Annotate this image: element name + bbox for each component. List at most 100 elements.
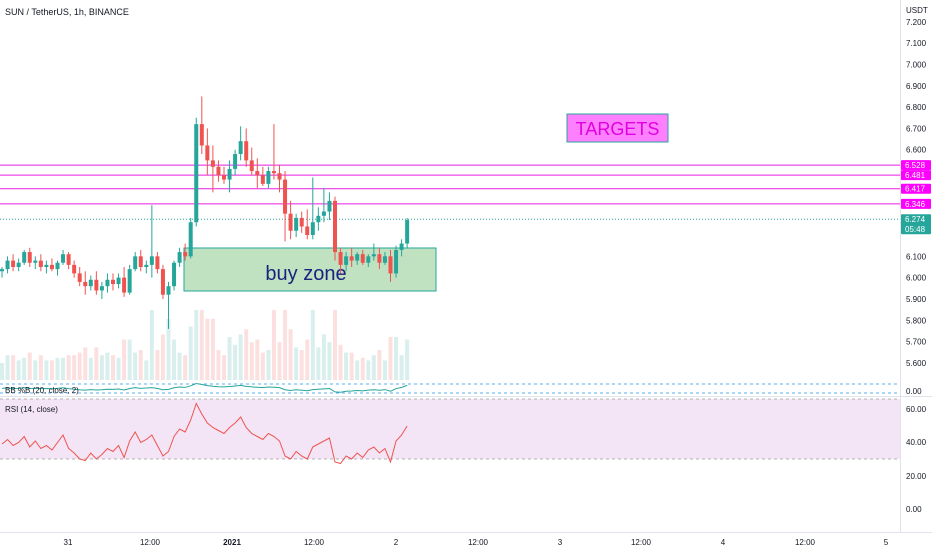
candle-body	[61, 254, 66, 263]
volume-bar	[199, 310, 204, 380]
candle-body	[149, 256, 154, 265]
volume-bar	[305, 339, 310, 380]
volume-bar	[377, 350, 382, 380]
volume-bar	[244, 329, 249, 380]
volume-bar	[177, 352, 182, 380]
volume-bar	[388, 337, 393, 380]
volume-bar	[405, 339, 410, 380]
candle	[99, 281, 104, 299]
candle	[305, 209, 310, 240]
candle-body	[288, 213, 293, 231]
volume-bar	[371, 355, 376, 380]
bbp-indicator-label[interactable]: BB %B (20, close, 2)	[5, 386, 79, 395]
volume-bars	[0, 310, 410, 380]
symbol-title[interactable]: SUN / TetherUS, 1h, BINANCE	[5, 7, 129, 17]
rsi-series-line	[1, 402, 408, 465]
volume-bar	[321, 334, 326, 380]
candle	[88, 275, 93, 291]
rsi-axis-tick: 0.00	[906, 505, 922, 514]
volume-bar	[83, 347, 88, 380]
price-axis-tick: 6.100	[906, 252, 927, 261]
candle	[399, 239, 404, 257]
volume-bar	[188, 326, 193, 380]
price-axis[interactable]: 7.200 7.100 7.000 6.900 6.800 6.700 6.600 6.100…	[906, 18, 927, 368]
volume-bar	[271, 310, 276, 380]
candle-body	[144, 264, 149, 267]
buy-zone-box[interactable]	[183, 247, 437, 292]
candle-body	[138, 256, 143, 267]
candle	[338, 247, 343, 274]
candle-body	[216, 166, 221, 176]
candle	[405, 217, 410, 248]
candle	[333, 196, 337, 261]
volume-bar	[16, 360, 21, 380]
candle	[255, 158, 260, 189]
time-axis[interactable]: 31 12:00 2021 12:00 2 12:00 3 12:00 4 12:00 5	[64, 538, 889, 547]
candle-body	[210, 160, 215, 167]
candle-body	[127, 269, 132, 293]
candle	[222, 166, 226, 184]
candle-body	[99, 286, 104, 291]
volume-bar	[133, 352, 138, 380]
candle-body	[299, 217, 304, 227]
volume-bar	[55, 357, 60, 380]
candle	[166, 281, 171, 329]
price-axis-tick: 5.800	[906, 316, 927, 325]
targets-annotation-box[interactable]	[566, 113, 669, 143]
candle-body	[116, 277, 121, 285]
candle	[177, 247, 182, 267]
candle-body	[277, 173, 282, 180]
candle-body	[377, 254, 382, 263]
candle	[371, 243, 376, 261]
candle-body	[183, 252, 188, 257]
volume-bar	[44, 360, 49, 380]
candle-body	[366, 256, 371, 263]
volume-bar	[360, 357, 365, 380]
price-axis-tick: 7.000	[906, 60, 927, 69]
candle-body	[305, 226, 310, 236]
volume-bar	[122, 339, 127, 380]
rsi-axis-tick: 60.00	[906, 405, 927, 414]
candle-body	[111, 279, 115, 285]
rsi-indicator-label[interactable]: RSI (14, close)	[5, 405, 58, 414]
time-axis-tick: 31	[64, 538, 73, 547]
time-axis-tick: 12:00	[140, 538, 161, 547]
candle	[199, 96, 204, 154]
candle	[271, 124, 276, 180]
volume-bar	[66, 355, 71, 380]
candle	[111, 273, 115, 291]
time-axis-tick: 12:00	[468, 538, 489, 547]
time-axis-tick: 5	[884, 538, 889, 547]
candle-body	[394, 249, 399, 274]
rsi-axis[interactable]: 60.00 40.00 20.00 0.00 0.00	[906, 387, 927, 514]
volume-bar	[210, 318, 215, 380]
candle	[16, 258, 21, 272]
candle-body	[255, 171, 260, 176]
rsi-axis-tick: 20.00	[906, 472, 927, 481]
volume-bar	[138, 350, 143, 380]
candle-body	[188, 222, 193, 257]
candle	[249, 147, 254, 176]
candle	[260, 166, 265, 186]
target-price-tag	[901, 160, 931, 171]
volume-bar	[349, 352, 354, 380]
candle-body	[344, 256, 349, 265]
candle-body	[333, 200, 337, 253]
time-axis-tick: 12:00	[304, 538, 325, 547]
candle	[122, 266, 127, 297]
candle-body	[399, 243, 404, 250]
time-axis-tick: 3	[558, 538, 563, 547]
candle	[94, 271, 99, 295]
candle	[5, 256, 10, 274]
volume-bar	[355, 360, 360, 380]
price-axis-tick: 7.200	[906, 18, 927, 27]
candle-body	[88, 279, 93, 287]
candle-body	[83, 281, 88, 287]
price-axis-tick: 5.600	[906, 359, 927, 368]
volume-bar	[72, 355, 77, 380]
volume-bar	[233, 344, 238, 380]
candle-body	[166, 286, 171, 295]
time-axis-tick: 12:00	[795, 538, 816, 547]
